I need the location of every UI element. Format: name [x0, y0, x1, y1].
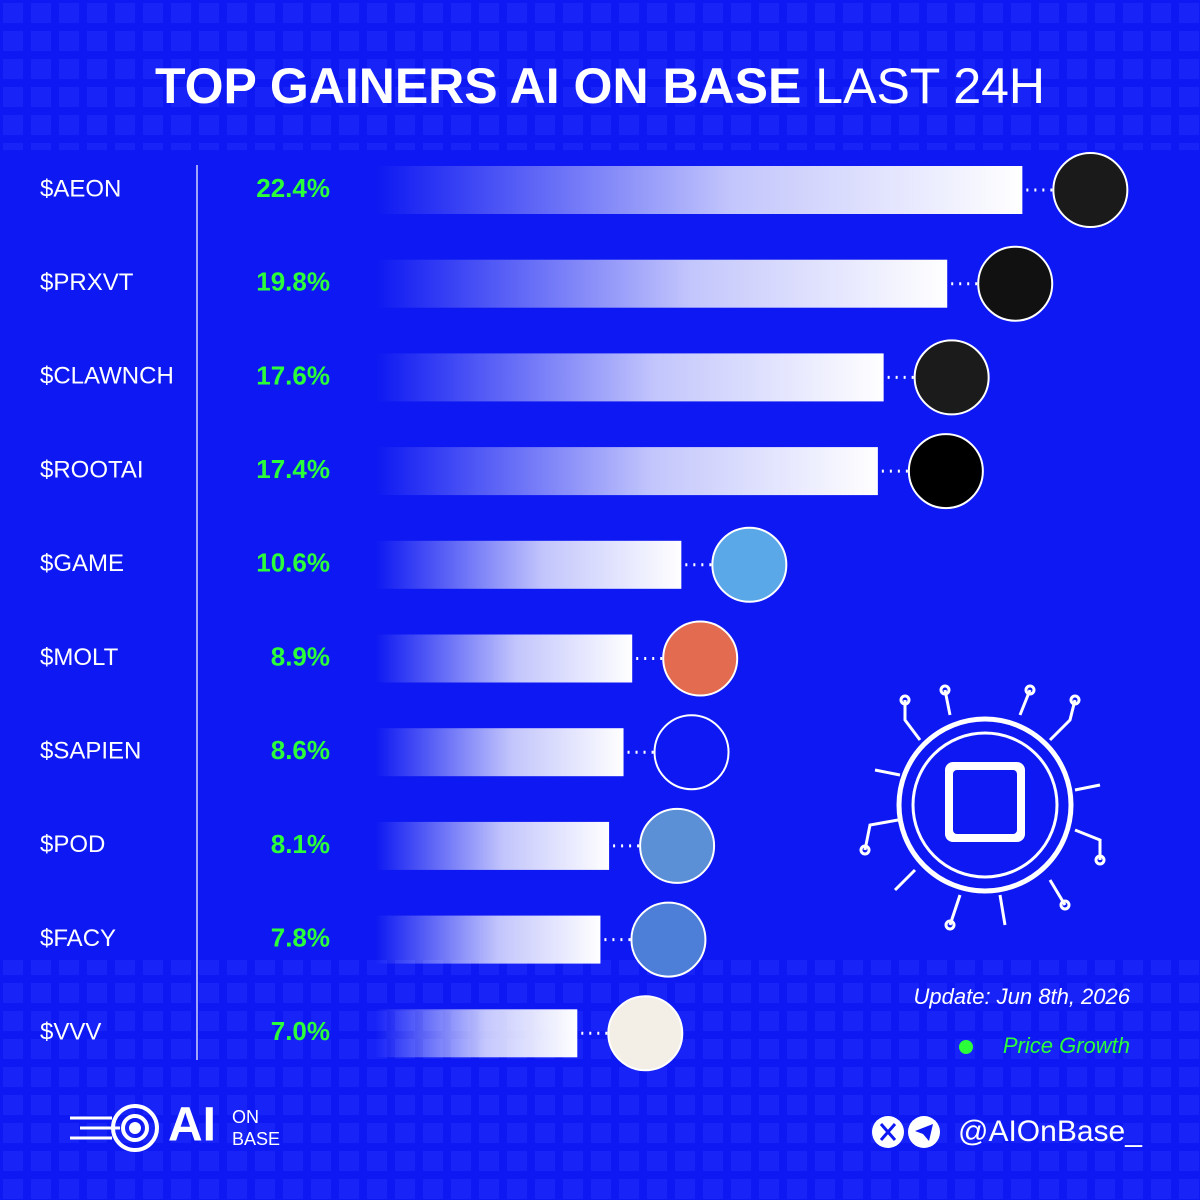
token-icon [639, 807, 716, 884]
category-label: $VVV [40, 1019, 101, 1046]
category-label: $CLAWNCH [40, 363, 174, 390]
bar [375, 728, 624, 777]
bar [375, 259, 948, 308]
x-icon-glyph [879, 1123, 897, 1141]
token-icon [630, 901, 707, 978]
bar [375, 821, 610, 870]
category-label: $ROOTAI [40, 456, 144, 483]
legend-label: Price Growth [1003, 1033, 1130, 1058]
bar [375, 540, 682, 589]
token-icon [907, 433, 984, 510]
value-label: 19.8% [256, 267, 330, 297]
value-label: 8.9% [271, 641, 330, 671]
bar [375, 915, 601, 964]
value-label: 8.6% [271, 735, 330, 765]
bar [375, 447, 878, 496]
legend-marker [959, 1040, 973, 1054]
category-label: $SAPIEN [40, 738, 141, 765]
bar [375, 353, 884, 402]
token-icon [662, 620, 739, 697]
telegram-icon-glyph [915, 1124, 933, 1141]
token-icon [653, 714, 730, 791]
token-icon [913, 339, 990, 416]
value-label: 17.4% [256, 454, 330, 484]
value-label: 7.8% [271, 922, 330, 952]
logo-square-inner [953, 770, 1017, 834]
brand-sub: BASE [232, 1129, 280, 1149]
token-icon [1052, 152, 1129, 228]
social-handle[interactable]: @AIOnBase_ [958, 1115, 1143, 1148]
token-icon [607, 995, 684, 1072]
background-pattern [0, 960, 1200, 1200]
brand-logo [70, 1104, 159, 1152]
category-label: $FACY [40, 925, 116, 952]
bar [375, 166, 1023, 214]
chart-title: TOP GAINERS AI ON BASE LAST 24H [155, 58, 1045, 114]
brand-sub: ON [232, 1107, 259, 1127]
token-icon [711, 526, 788, 603]
value-label: 22.4% [256, 173, 330, 203]
category-label: $POD [40, 831, 105, 858]
title-main: TOP GAINERS AI ON BASE [155, 58, 801, 114]
brand-name: AI [168, 1099, 216, 1152]
category-label: $PRXVT [40, 269, 134, 296]
value-label: 17.6% [256, 360, 330, 390]
background-pattern [0, 0, 1200, 150]
update-note: Update: Jun 8th, 2026 [914, 984, 1131, 1009]
value-label: 7.0% [271, 1016, 330, 1046]
value-label: 10.6% [256, 548, 330, 578]
category-label: $GAME [40, 550, 124, 577]
category-label: $AEON [40, 175, 121, 202]
bar [375, 634, 633, 683]
category-label: $MOLT [40, 644, 119, 671]
token-icon [977, 245, 1054, 322]
bar [375, 1009, 578, 1058]
value-label: 8.1% [271, 829, 330, 859]
title-suffix: LAST 24H [815, 58, 1045, 114]
